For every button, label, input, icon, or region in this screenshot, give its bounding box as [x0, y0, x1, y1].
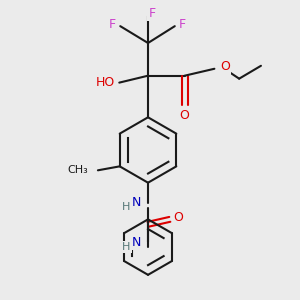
Text: F: F [109, 18, 116, 31]
Text: H: H [122, 202, 130, 212]
Text: N: N [131, 196, 141, 209]
Text: HO: HO [96, 76, 115, 89]
Text: CH₃: CH₃ [67, 165, 88, 175]
Text: O: O [220, 60, 230, 73]
Text: N: N [131, 236, 141, 249]
Text: H: H [122, 242, 130, 252]
Text: O: O [173, 211, 183, 224]
Text: O: O [180, 109, 190, 122]
Text: F: F [148, 7, 155, 20]
Text: F: F [179, 18, 186, 31]
